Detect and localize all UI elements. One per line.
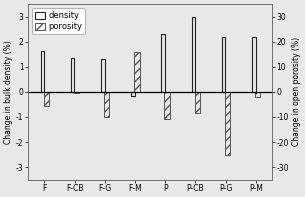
Bar xyxy=(74,92,79,93)
Bar xyxy=(195,92,200,113)
Y-axis label: Change in bulk density (%): Change in bulk density (%) xyxy=(4,40,13,144)
Bar xyxy=(164,92,170,120)
Bar xyxy=(131,92,135,96)
Bar xyxy=(225,92,230,155)
Bar xyxy=(192,17,195,92)
Bar xyxy=(41,51,44,92)
Bar xyxy=(161,34,165,92)
Bar xyxy=(44,92,49,106)
Bar xyxy=(255,92,260,97)
Bar xyxy=(71,58,74,92)
Y-axis label: Change in open porosity (%): Change in open porosity (%) xyxy=(292,37,301,147)
Legend: density, porosity: density, porosity xyxy=(32,8,85,34)
Bar xyxy=(222,37,225,92)
Bar xyxy=(104,92,109,117)
Bar xyxy=(101,59,105,92)
Bar xyxy=(134,52,140,92)
Bar xyxy=(252,37,256,92)
